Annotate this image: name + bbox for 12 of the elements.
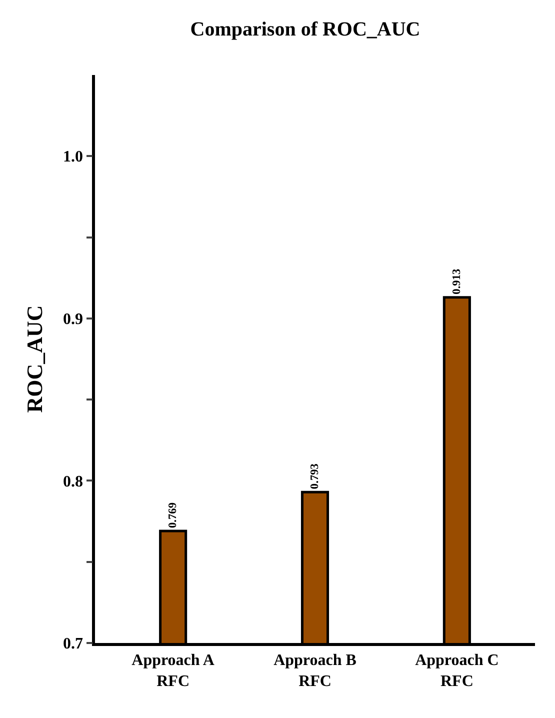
x-tick-label: Approach B RFC [274,652,357,690]
y-tick-label: 0.9 [63,311,84,328]
chart-title: Comparison of ROC_AUC [190,18,420,41]
data-label: 0.793 [309,463,322,490]
data-label: 0.769 [167,502,180,528]
y-tick-label: 0.7 [63,636,84,653]
y-axis-title: ROC_AUC [22,305,47,413]
x-tick-label: Approach A RFC [132,652,215,690]
x-tick-label: Approach C RFC [415,652,499,690]
y-tick-label: 1.0 [63,148,84,166]
data-label: 0.913 [450,268,463,294]
y-tick-label: 0.8 [63,473,84,490]
